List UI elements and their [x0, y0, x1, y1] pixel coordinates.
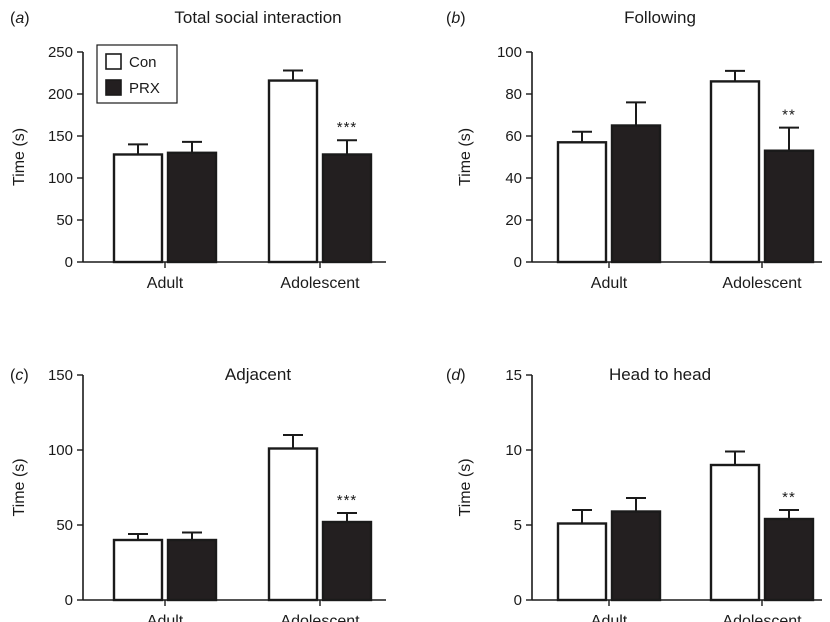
legend: Con PRX — [96, 44, 178, 104]
y-tick-label: 150 — [48, 128, 73, 145]
chart-panel-c: (c) Adjacent Time (s) 0 50 100 150 Adult Adolesc… — [10, 365, 386, 622]
panel-label: (b) — [446, 10, 466, 27]
y-tick-label: 100 — [48, 170, 73, 187]
bar-prx-adult — [166, 151, 218, 264]
legend-label-prx: PRX — [129, 80, 160, 97]
bar-con-adolescent — [709, 463, 761, 602]
y-tick-label: 100 — [48, 442, 73, 459]
y-tick-label: 10 — [505, 442, 522, 459]
x-tick-label: Adult — [591, 275, 628, 292]
legend-label-con: Con — [129, 54, 157, 71]
significance-marker: ** — [782, 489, 796, 506]
bar-prx-adolescent — [321, 520, 373, 602]
y-axis-title: Time (s) — [457, 458, 474, 516]
y-axis-title: Time (s) — [457, 128, 474, 186]
chart-title: Total social interaction — [174, 8, 341, 27]
chart-panel-a: (a) Total social interaction Time (s) 0 50 10… — [10, 8, 386, 292]
y-tick-label: 0 — [65, 254, 73, 271]
bar-con-adolescent — [709, 80, 761, 264]
significance-marker: ** — [782, 107, 796, 124]
panel-label: (d) — [446, 367, 466, 384]
legend-swatch-prx — [105, 79, 122, 96]
significance-marker: *** — [337, 492, 358, 509]
panel-label: (a) — [10, 10, 30, 27]
y-tick-label: 50 — [56, 212, 73, 229]
y-tick-label: 200 — [48, 86, 73, 103]
bar-con-adolescent — [267, 447, 319, 602]
y-tick-label: 80 — [505, 86, 522, 103]
y-tick-label: 60 — [505, 128, 522, 145]
y-tick-label: 250 — [48, 44, 73, 61]
y-axis-title: Time (s) — [11, 128, 28, 186]
bar-con-adolescent — [267, 79, 319, 264]
panel-label: (c) — [10, 367, 29, 384]
x-tick-label: Adult — [591, 613, 628, 622]
significance-marker: *** — [337, 119, 358, 136]
bar-prx-adolescent — [321, 153, 373, 264]
x-tick-label: Adolescent — [280, 275, 360, 292]
chart-panel-d: (d) Head to head Time (s) 0 5 10 15 Adult Adoles… — [446, 365, 822, 622]
bar-prx-adult — [610, 124, 662, 264]
x-tick-label: Adolescent — [280, 613, 360, 622]
y-tick-label: 150 — [48, 367, 73, 384]
y-tick-label: 40 — [505, 170, 522, 187]
y-tick-label: 0 — [514, 592, 522, 609]
legend-swatch-con — [105, 53, 122, 70]
y-tick-label: 20 — [505, 212, 522, 229]
bar-prx-adult — [166, 538, 218, 602]
x-tick-label: Adult — [147, 275, 184, 292]
x-tick-label: Adolescent — [722, 613, 802, 622]
bar-con-adult — [112, 153, 164, 264]
bar-prx-adolescent — [763, 517, 815, 602]
y-tick-label: 0 — [65, 592, 73, 609]
chart-panel-b: (b) Following Time (s) 0 20 40 60 80 100 Adult Ado… — [446, 8, 822, 292]
chart-title: Following — [624, 8, 696, 27]
bar-con-adult — [556, 522, 608, 602]
y-tick-label: 0 — [514, 254, 522, 271]
chart-title: Adjacent — [225, 365, 291, 384]
y-tick-label: 100 — [497, 44, 522, 61]
x-tick-label: Adolescent — [722, 275, 802, 292]
bar-prx-adult — [610, 510, 662, 602]
bar-con-adult — [556, 141, 608, 264]
y-tick-label: 50 — [56, 517, 73, 534]
chart-title: Head to head — [609, 365, 711, 384]
bar-con-adult — [112, 538, 164, 602]
bar-prx-adolescent — [763, 149, 815, 264]
y-tick-label: 15 — [505, 367, 522, 384]
y-axis-title: Time (s) — [11, 458, 28, 516]
x-tick-label: Adult — [147, 613, 184, 622]
y-tick-label: 5 — [514, 517, 522, 534]
